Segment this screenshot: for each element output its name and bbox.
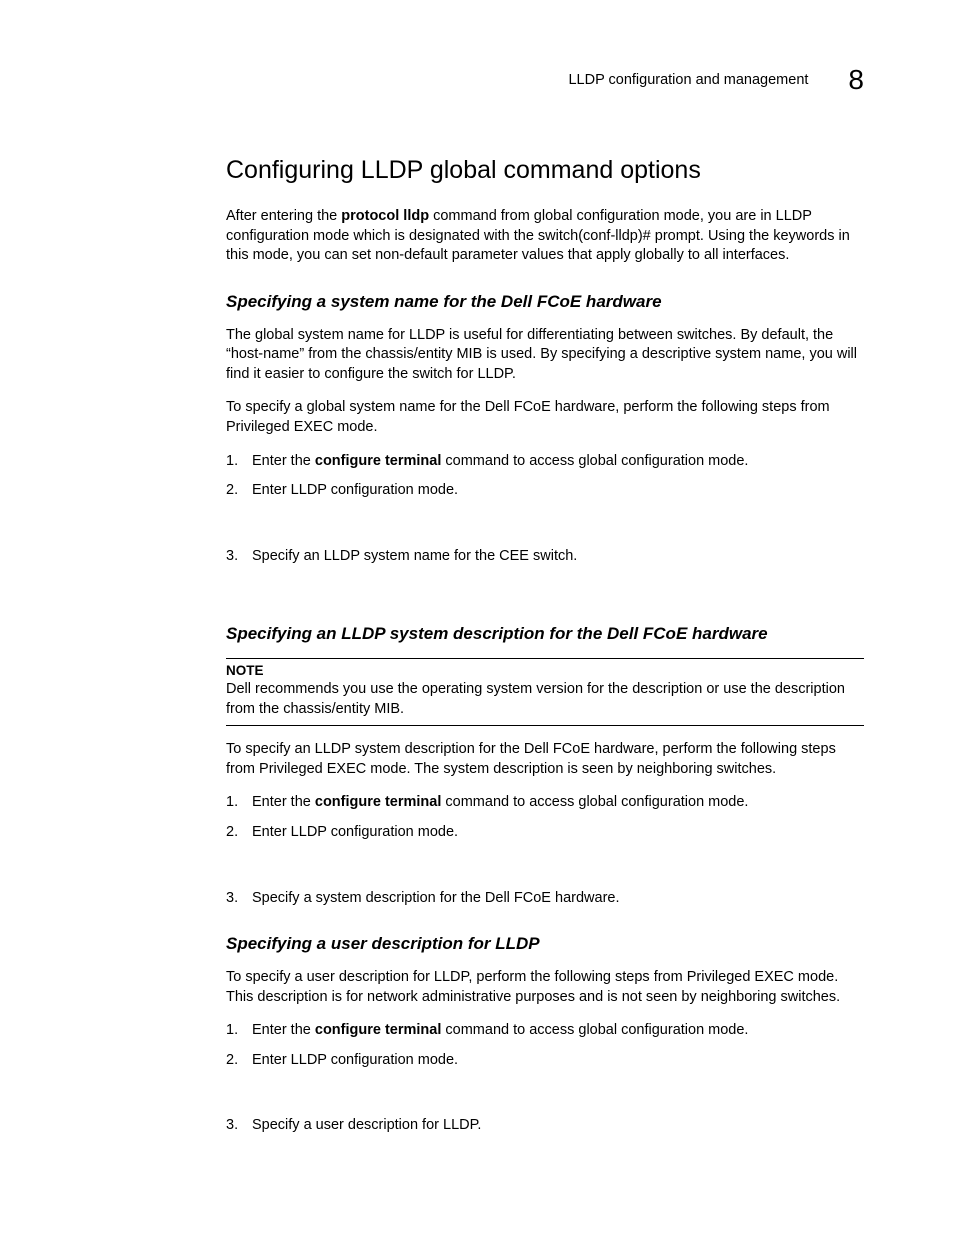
step-post: command to access global configuration m… — [441, 1022, 748, 1038]
steps-list: Enter the configure terminal command to … — [226, 793, 864, 908]
section-heading: Specifying an LLDP system description fo… — [226, 624, 864, 644]
page-title: Configuring LLDP global command options — [226, 156, 864, 185]
document-page: LLDP configuration and management 8 Conf… — [0, 0, 954, 1206]
section-para: To specify an LLDP system description fo… — [226, 740, 864, 779]
step-item: Enter LLDP configuration mode. — [226, 481, 864, 501]
note-block: NOTE Dell recommends you use the operati… — [226, 658, 864, 726]
step-pre: Specify a user description for LLDP. — [252, 1117, 481, 1133]
step-pre: Enter LLDP configuration mode. — [252, 1052, 458, 1068]
steps-list: Enter the configure terminal command to … — [226, 1021, 864, 1136]
step-pre: Enter LLDP configuration mode. — [252, 482, 458, 498]
step-bold: configure terminal — [315, 1022, 442, 1038]
step-pre: Enter the — [252, 794, 315, 810]
step-item: Specify a user description for LLDP. — [226, 1116, 864, 1136]
intro-bold: protocol lldp — [341, 208, 429, 224]
step-item: Enter the configure terminal command to … — [226, 1021, 864, 1041]
step-bold: configure terminal — [315, 453, 442, 469]
step-item: Enter the configure terminal command to … — [226, 452, 864, 472]
step-item: Specify an LLDP system name for the CEE … — [226, 547, 864, 567]
step-item: Enter the configure terminal command to … — [226, 793, 864, 813]
section-para: To specify a user description for LLDP, … — [226, 968, 864, 1007]
section-heading: Specifying a user description for LLDP — [226, 934, 864, 954]
section-para: To specify a global system name for the … — [226, 398, 864, 437]
step-post: command to access global configuration m… — [441, 794, 748, 810]
spacer — [226, 576, 864, 598]
section-para: The global system name for LLDP is usefu… — [226, 326, 864, 385]
step-pre: Enter the — [252, 1022, 315, 1038]
step-pre: Enter the — [252, 453, 315, 469]
steps-list: Enter the configure terminal command to … — [226, 452, 864, 567]
step-item: Enter LLDP configuration mode. — [226, 1051, 864, 1071]
step-pre: Specify a system description for the Del… — [252, 890, 619, 906]
step-post: command to access global configuration m… — [441, 453, 748, 469]
chapter-number: 8 — [848, 64, 864, 96]
section-heading: Specifying a system name for the Dell FC… — [226, 292, 864, 312]
note-label: NOTE — [226, 663, 864, 678]
header-breadcrumb: LLDP configuration and management — [568, 72, 808, 88]
step-pre: Enter LLDP configuration mode. — [252, 824, 458, 840]
step-item: Specify a system description for the Del… — [226, 889, 864, 909]
intro-paragraph: After entering the protocol lldp command… — [226, 207, 864, 266]
step-item: Enter LLDP configuration mode. — [226, 823, 864, 843]
note-text: Dell recommends you use the operating sy… — [226, 680, 864, 719]
page-header: LLDP configuration and management 8 — [226, 64, 864, 96]
step-pre: Specify an LLDP system name for the CEE … — [252, 548, 577, 564]
intro-pre: After entering the — [226, 208, 341, 224]
step-bold: configure terminal — [315, 794, 442, 810]
